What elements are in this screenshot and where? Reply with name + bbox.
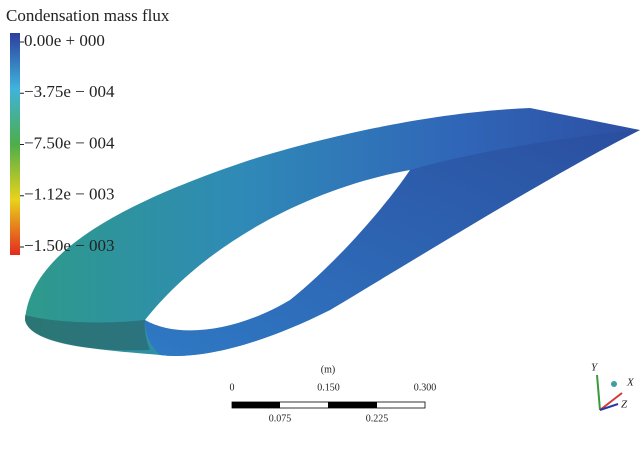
legend-labels: 0.00e + 000 −3.75e − 004 −7.50e − 004 −1.12… xyxy=(20,31,115,255)
scale-unit: (m) xyxy=(321,364,335,375)
triad-y: Y xyxy=(591,362,599,374)
scale-segment xyxy=(328,402,377,408)
scale-segment xyxy=(232,402,280,408)
scale-label: 0.300 xyxy=(414,382,437,393)
legend-label: 0.00e + 000 xyxy=(24,31,105,50)
legend-label: −3.75e − 004 xyxy=(24,82,115,101)
scale-label: 0 xyxy=(230,382,235,393)
axis-triad: Y X Z xyxy=(591,362,635,411)
legend-label: −7.50e − 004 xyxy=(24,133,115,152)
legend-title: Condensation mass flux xyxy=(6,6,170,25)
visualization: Condensation mass flux 0.00e + 000 −3.75e… xyxy=(0,0,643,455)
scale-label: 0.150 xyxy=(317,382,340,393)
triad-x: X xyxy=(626,377,635,389)
scale-label: 0.225 xyxy=(366,413,389,424)
color-bar xyxy=(10,33,20,255)
legend-label: −1.50e − 003 xyxy=(24,236,114,255)
scale-label: 0.075 xyxy=(269,413,292,424)
legend-label: −1.12e − 003 xyxy=(24,185,114,204)
triad-z: Z xyxy=(621,399,628,411)
